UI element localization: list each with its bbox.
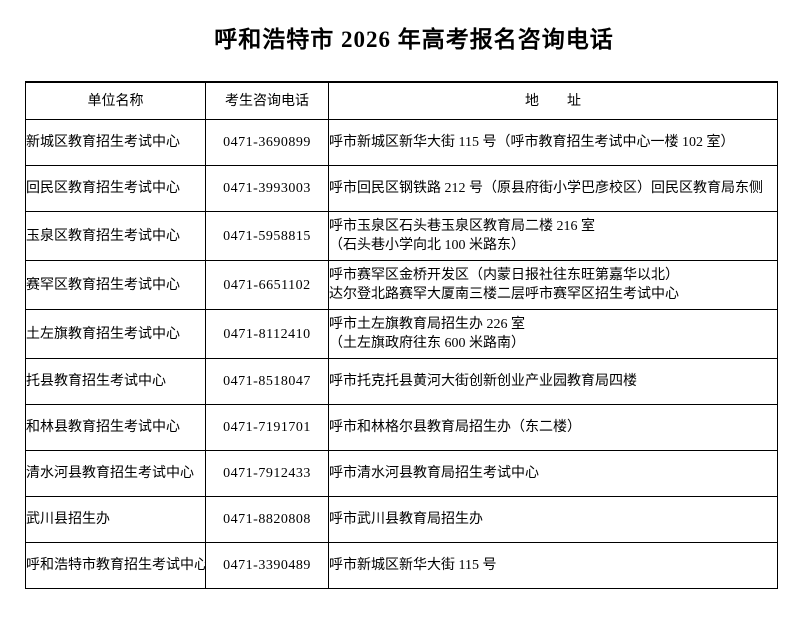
address-line: （土左旗政府往东 600 米路南） — [329, 336, 526, 351]
phone-cell: 0471-7191701 — [205, 404, 329, 451]
address-line: 呼市新城区新华大街 115 号（呼市教育招生考试中心一楼 102 室） — [329, 135, 735, 150]
address-line: 呼市土左旗教育局招生办 226 室 — [329, 317, 526, 332]
phone-cell: 0471-3690899 — [205, 119, 329, 166]
address-line: 呼市回民区钢铁路 212 号（原县府街小学巴彦校区）回民区教育局东侧 — [329, 181, 764, 196]
unit-name-cell: 武川县招生办 — [25, 496, 206, 543]
unit-name-cell: 土左旗教育招生考试中心 — [25, 309, 206, 359]
phone-cell: 0471-8112410 — [205, 309, 329, 359]
page-title: 呼和浩特市 2026 年高考报名咨询电话 — [214, 27, 614, 52]
phone-cell: 0471-6651102 — [205, 260, 329, 310]
unit-name-cell: 和林县教育招生考试中心 — [25, 404, 206, 451]
phone-cell: 0471-7912433 — [205, 450, 329, 497]
unit-name-cell: 托县教育招生考试中心 — [25, 358, 206, 405]
table-row: 和林县教育招生考试中心 0471-7191701 呼市和林格尔县教育局招生办（东… — [25, 404, 778, 451]
address-line: 呼市赛罕区金桥开发区（内蒙日报社往东旺第嘉华以北） — [329, 268, 680, 283]
unit-name-cell: 呼和浩特市教育招生考试中心 — [25, 542, 206, 589]
consultation-phone-table: 单位名称 考生咨询电话 地 址 新城区教育招生考试中心 0471-3690899… — [25, 81, 778, 589]
address-cell: 呼市土左旗教育局招生办 226 室 （土左旗政府往东 600 米路南） — [328, 309, 778, 359]
table-row: 玉泉区教育招生考试中心 0471-5958815 呼市玉泉区石头巷玉泉区教育局二… — [25, 211, 778, 261]
address-cell: 呼市新城区新华大街 115 号（呼市教育招生考试中心一楼 102 室） — [328, 119, 778, 166]
unit-name-cell: 回民区教育招生考试中心 — [25, 165, 206, 212]
header-address: 地 址 — [328, 81, 778, 120]
unit-name-cell: 新城区教育招生考试中心 — [25, 119, 206, 166]
unit-name-cell: 清水河县教育招生考试中心 — [25, 450, 206, 497]
unit-name-cell: 玉泉区教育招生考试中心 — [25, 211, 206, 261]
phone-cell: 0471-5958815 — [205, 211, 329, 261]
phone-cell: 0471-3993003 — [205, 165, 329, 212]
address-line: 呼市清水河县教育局招生考试中心 — [329, 466, 540, 481]
address-cell: 呼市赛罕区金桥开发区（内蒙日报社往东旺第嘉华以北） 达尔登北路赛罕大厦南三楼二层… — [328, 260, 778, 310]
unit-name-cell: 赛罕区教育招生考试中心 — [25, 260, 206, 310]
address-line: 呼市玉泉区石头巷玉泉区教育局二楼 216 室 — [329, 219, 596, 234]
address-cell: 呼市武川县教育局招生办 — [328, 496, 778, 543]
address-line: 呼市武川县教育局招生办 — [329, 512, 484, 527]
header-phone: 考生咨询电话 — [205, 81, 329, 120]
phone-cell: 0471-8820808 — [205, 496, 329, 543]
phone-cell: 0471-3390489 — [205, 542, 329, 589]
address-line: 呼市托克托县黄河大街创新创业产业园教育局四楼 — [329, 374, 638, 389]
address-cell: 呼市回民区钢铁路 212 号（原县府街小学巴彦校区）回民区教育局东侧 — [328, 165, 778, 212]
table-row: 赛罕区教育招生考试中心 0471-6651102 呼市赛罕区金桥开发区（内蒙日报… — [25, 260, 778, 310]
table-row: 清水河县教育招生考试中心 0471-7912433 呼市清水河县教育局招生考试中… — [25, 450, 778, 497]
address-cell: 呼市和林格尔县教育局招生办（东二楼） — [328, 404, 778, 451]
address-cell: 呼市托克托县黄河大街创新创业产业园教育局四楼 — [328, 358, 778, 405]
address-line: 达尔登北路赛罕大厦南三楼二层呼市赛罕区招生考试中心 — [329, 287, 680, 302]
table-row: 新城区教育招生考试中心 0471-3690899 呼市新城区新华大街 115 号… — [25, 119, 778, 166]
table-row: 武川县招生办 0471-8820808 呼市武川县教育局招生办 — [25, 496, 778, 543]
table-row: 呼和浩特市教育招生考试中心 0471-3390489 呼市新城区新华大街 115… — [25, 542, 778, 589]
address-line: 呼市和林格尔县教育局招生办（东二楼） — [329, 420, 582, 435]
address-cell: 呼市玉泉区石头巷玉泉区教育局二楼 216 室 （石头巷小学向北 100 米路东） — [328, 211, 778, 261]
address-cell: 呼市新城区新华大街 115 号 — [328, 542, 778, 589]
phone-cell: 0471-8518047 — [205, 358, 329, 405]
table-header-row: 单位名称 考生咨询电话 地 址 — [25, 81, 778, 120]
header-unit-name: 单位名称 — [25, 81, 206, 120]
address-cell: 呼市清水河县教育局招生考试中心 — [328, 450, 778, 497]
table-row: 土左旗教育招生考试中心 0471-8112410 呼市土左旗教育局招生办 226… — [25, 309, 778, 359]
address-line: 呼市新城区新华大街 115 号 — [329, 558, 497, 573]
table-row: 托县教育招生考试中心 0471-8518047 呼市托克托县黄河大街创新创业产业… — [25, 358, 778, 405]
table-row: 回民区教育招生考试中心 0471-3993003 呼市回民区钢铁路 212 号（… — [25, 165, 778, 212]
address-line: （石头巷小学向北 100 米路东） — [329, 238, 526, 253]
